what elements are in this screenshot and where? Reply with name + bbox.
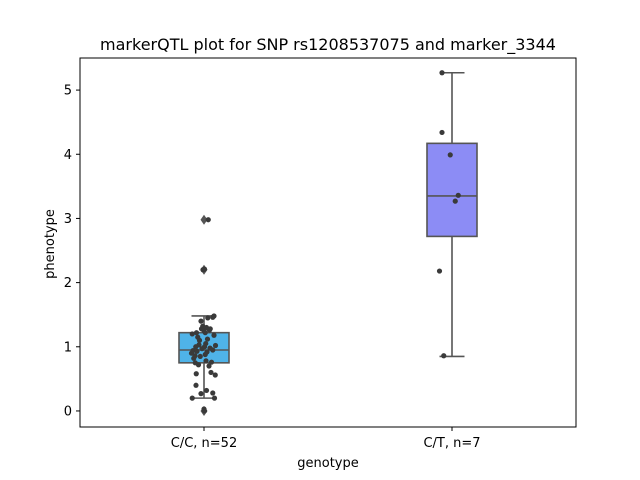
- y-tick-label: 4: [64, 148, 72, 163]
- data-point: [441, 353, 447, 359]
- box-iqr: [426, 142, 478, 238]
- y-tick-label: 0: [64, 404, 72, 419]
- y-tick-label: 1: [64, 340, 72, 355]
- data-point: [211, 313, 217, 319]
- data-point: [208, 369, 214, 376]
- data-point: [212, 372, 218, 378]
- axes-frame: [79, 57, 577, 428]
- data-point: [194, 348, 200, 354]
- y-axis-label: phenotype: [43, 209, 58, 279]
- data-point: [207, 326, 213, 332]
- data-point: [201, 344, 208, 350]
- data-point: [447, 152, 453, 158]
- data-point: [205, 217, 211, 223]
- data-point: [198, 318, 204, 324]
- x-tick-label: C/C, n=52: [171, 436, 237, 451]
- data-point: [206, 363, 212, 369]
- data-point: [211, 395, 218, 401]
- data-point: [208, 359, 215, 365]
- plot-area: 0 1 2 3 4 5 C/C, n=52 C/T, n=7: [64, 57, 577, 451]
- data-point: [201, 266, 208, 272]
- data-point: [200, 323, 206, 329]
- data-point: [439, 70, 445, 76]
- data-point: [204, 336, 211, 342]
- data-point: [207, 345, 213, 351]
- data-point: [190, 348, 196, 354]
- data-point: [202, 330, 208, 336]
- x-axis-label: genotype: [297, 456, 358, 471]
- data-point: [455, 192, 461, 198]
- data-point: [195, 334, 201, 340]
- data-point: [452, 198, 458, 204]
- data-point: [439, 129, 445, 136]
- data-point: [189, 395, 195, 401]
- y-tick-label: 5: [64, 84, 72, 99]
- data-point: [211, 332, 217, 338]
- data-point: [195, 362, 202, 368]
- x-tick-label: C/T, n=7: [423, 436, 480, 451]
- data-point: [198, 391, 204, 397]
- data-point: [192, 353, 198, 359]
- outlier-marker: [200, 214, 208, 225]
- data-point: [203, 387, 210, 394]
- data-point: [193, 382, 199, 388]
- data-point: [436, 268, 443, 274]
- chart-title: markerQTL plot for SNP rs1208537075 and …: [100, 35, 556, 55]
- data-point: [189, 331, 195, 337]
- data-point: [210, 390, 216, 396]
- data-point: [196, 342, 202, 348]
- data-point: [203, 358, 209, 364]
- data-point: [205, 315, 211, 321]
- y-tick-label: 3: [64, 212, 72, 227]
- data-point: [204, 349, 210, 355]
- data-point: [193, 371, 199, 377]
- data-point: [193, 330, 200, 336]
- data-point: [212, 342, 219, 349]
- data-point: [201, 406, 207, 412]
- y-tick-label: 2: [64, 276, 72, 291]
- data-point: [197, 353, 203, 360]
